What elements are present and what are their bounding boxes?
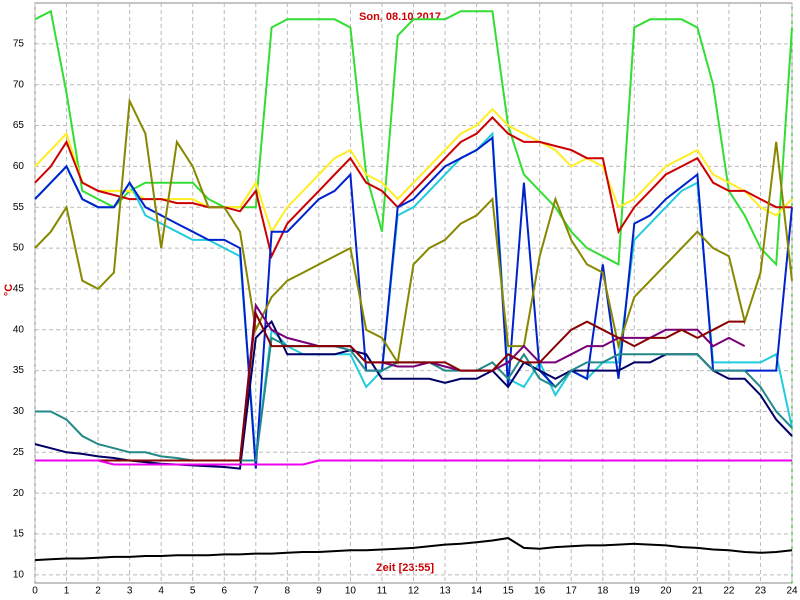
- y-tick-label: 40: [13, 324, 25, 335]
- y-axis-label: °C: [3, 284, 15, 296]
- x-tick-label: 5: [190, 586, 196, 597]
- y-tick-label: 75: [13, 38, 25, 49]
- x-tick-label: 7: [253, 586, 259, 597]
- x-tick-label: 24: [786, 586, 798, 597]
- y-tick-label: 10: [13, 569, 25, 580]
- x-tick-label: 1: [64, 586, 70, 597]
- y-tick-label: 15: [13, 529, 25, 540]
- series-line: [35, 309, 745, 462]
- x-tick-label: 3: [127, 586, 133, 597]
- y-tick-label: 35: [13, 365, 25, 376]
- series-line: [34, 131, 793, 461]
- x-tick-label: 22: [723, 586, 735, 597]
- series-line: [34, 97, 793, 366]
- x-tick-label: 19: [629, 586, 641, 597]
- x-tick-label: 18: [597, 586, 609, 597]
- x-tick-label: 13: [439, 586, 451, 597]
- series-line: [34, 135, 793, 469]
- y-tick-label: 50: [13, 243, 25, 254]
- x-tick-label: 6: [221, 586, 227, 597]
- series-line: [34, 115, 792, 260]
- y-tick-label: 30: [13, 406, 25, 417]
- y-tick-label: 60: [13, 161, 25, 172]
- x-tick-label: 17: [566, 586, 578, 597]
- x-tick-label: 9: [316, 586, 322, 597]
- x-tick-label: 11: [377, 586, 388, 597]
- x-tick-label: 16: [534, 586, 546, 597]
- x-tick-label: 23: [755, 586, 767, 597]
- y-tick-label: 20: [13, 488, 25, 499]
- x-tick-label: 20: [660, 586, 672, 597]
- x-tick-label: 0: [32, 586, 38, 597]
- x-tick-label: 21: [692, 586, 704, 597]
- series-line: [34, 537, 793, 562]
- x-tick-label: 10: [345, 586, 357, 597]
- y-tick-label: 25: [13, 447, 25, 458]
- x-tick-label: 4: [158, 586, 164, 597]
- x-tick-label: 14: [471, 586, 483, 597]
- chart-title: Son, 08.10.2017: [359, 11, 441, 23]
- x-tick-label: 2: [95, 586, 101, 597]
- y-tick-label: 55: [13, 202, 25, 213]
- series-line: [34, 9, 793, 267]
- x-tick-label: 15: [503, 586, 515, 597]
- x-tick-label: 12: [408, 586, 420, 597]
- y-tick-label: 65: [13, 120, 25, 131]
- y-tick-label: 70: [13, 79, 25, 90]
- x-axis-label: Zeit [23:55]: [376, 562, 434, 574]
- x-tick-label: 8: [285, 586, 291, 597]
- y-tick-label: 45: [13, 284, 25, 295]
- series-line: [35, 459, 792, 466]
